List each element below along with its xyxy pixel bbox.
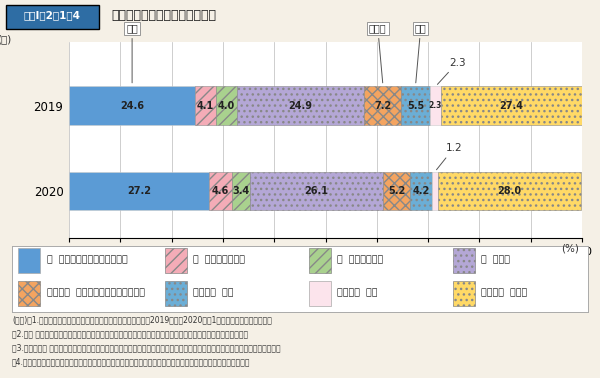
Bar bbox=[452, 281, 475, 306]
Text: 24.9: 24.9 bbox=[289, 101, 313, 111]
Text: 図表Ⅰ－2－1－4: 図表Ⅰ－2－1－4 bbox=[23, 10, 80, 20]
FancyBboxPatch shape bbox=[6, 5, 99, 29]
Text: 外食: 外食 bbox=[415, 23, 427, 83]
Text: 1.2: 1.2 bbox=[437, 143, 462, 170]
Bar bbox=[308, 281, 331, 306]
Bar bbox=[18, 248, 40, 273]
Text: 食料: 食料 bbox=[126, 23, 138, 83]
Text: 4.2: 4.2 bbox=[412, 186, 430, 196]
Bar bbox=[69, 172, 209, 211]
Text: 27.2: 27.2 bbox=[127, 186, 151, 196]
Bar bbox=[438, 172, 581, 211]
Text: 旅行等: 旅行等 bbox=[369, 23, 386, 83]
Text: 2.3: 2.3 bbox=[429, 101, 442, 110]
Text: 4.6: 4.6 bbox=[212, 186, 229, 196]
Bar bbox=[216, 87, 237, 125]
Text: 5.5: 5.5 bbox=[407, 101, 424, 111]
Text: 24.6: 24.6 bbox=[120, 101, 144, 111]
Bar bbox=[209, 172, 232, 211]
Bar bbox=[431, 172, 438, 211]
Text: サービス  外食: サービス 外食 bbox=[193, 289, 234, 298]
Bar bbox=[237, 87, 364, 125]
Bar bbox=[232, 172, 250, 211]
Text: 財  その他: 財 その他 bbox=[481, 256, 511, 265]
Text: 4.0: 4.0 bbox=[218, 101, 235, 111]
Text: サービス  交通: サービス 交通 bbox=[337, 289, 378, 298]
Bar bbox=[195, 87, 216, 125]
Text: 3.4: 3.4 bbox=[232, 186, 250, 196]
Text: 4.1: 4.1 bbox=[197, 101, 214, 111]
Text: 財・サービス支出の内訳の変化: 財・サービス支出の内訳の変化 bbox=[111, 9, 216, 22]
Text: (%): (%) bbox=[561, 244, 579, 254]
Bar bbox=[69, 87, 195, 125]
Bar bbox=[364, 87, 401, 125]
Bar bbox=[164, 281, 187, 306]
Text: 2.3: 2.3 bbox=[437, 57, 466, 84]
Bar bbox=[430, 87, 442, 125]
Bar bbox=[250, 172, 383, 211]
Text: 5.2: 5.2 bbox=[388, 186, 406, 196]
Text: サービス  教養娯楽（旅行、月謝等）: サービス 教養娯楽（旅行、月謝等） bbox=[47, 289, 145, 298]
Text: 7.2: 7.2 bbox=[374, 101, 392, 111]
Text: 財  家具・家事用品: 財 家具・家事用品 bbox=[193, 256, 245, 265]
Bar bbox=[410, 172, 431, 211]
Bar bbox=[452, 248, 475, 273]
Text: 27.4: 27.4 bbox=[500, 101, 524, 111]
Bar bbox=[18, 281, 40, 306]
Bar bbox=[308, 248, 331, 273]
Text: (備考)　1.総務省「家計調査（二人以上の世帯）」により作成。2019年及び2020年の1世帯当たり支出の構成比。
　2.「財 その他」とは、住居、光熱・水道、: (備考) 1.総務省「家計調査（二人以上の世帯）」により作成。2019年及び20… bbox=[12, 316, 281, 366]
Text: (年): (年) bbox=[0, 34, 11, 44]
Text: サービス  その他: サービス その他 bbox=[481, 289, 527, 298]
Text: 財  被服及び履物: 財 被服及び履物 bbox=[337, 256, 383, 265]
Bar bbox=[164, 248, 187, 273]
Text: 財  食料（外食サービス除く）: 財 食料（外食サービス除く） bbox=[47, 256, 127, 265]
Text: 26.1: 26.1 bbox=[305, 186, 329, 196]
Text: 28.0: 28.0 bbox=[497, 186, 522, 196]
Bar bbox=[442, 87, 582, 125]
Bar bbox=[383, 172, 410, 211]
Bar bbox=[401, 87, 430, 125]
